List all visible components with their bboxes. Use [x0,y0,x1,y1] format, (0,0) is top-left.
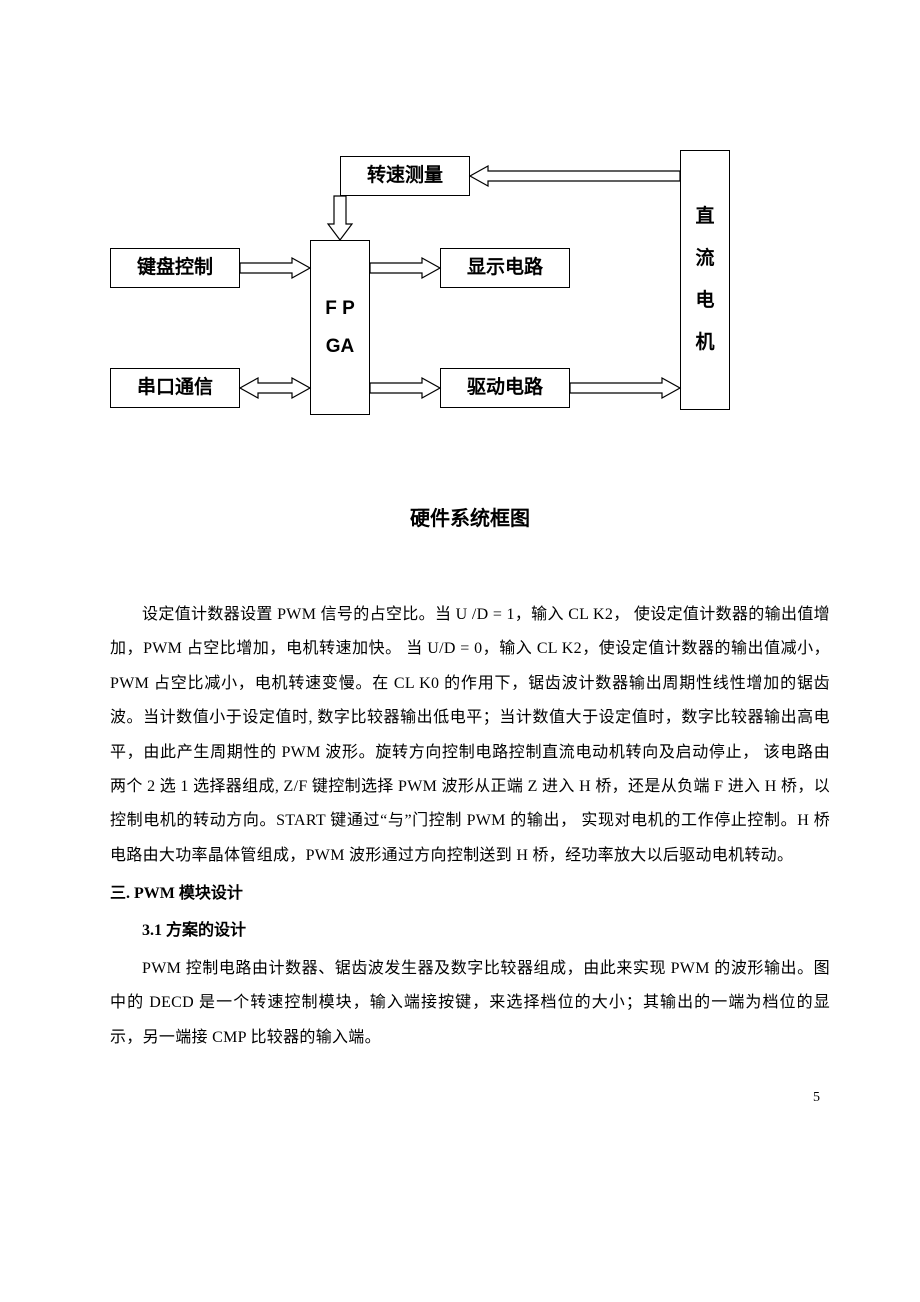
box-dcmotor: 直 流 电 机 [680,150,730,410]
box-dcmotor-l0: 直 [695,196,714,238]
box-dcmotor-l3: 机 [695,322,714,364]
arrow-fpga-to-drive [370,378,440,398]
arrow-speed-to-fpga [328,196,352,240]
hardware-block-diagram: 键盘控制 串口通信 F P GA 转速测量 显示电路 驱动电路 直 流 电 机 [110,120,830,440]
box-keyboard-label: 键盘控制 [137,250,213,286]
arrow-keyboard-to-fpga [240,258,310,278]
box-fpga-label2: GA [326,328,355,366]
box-speed: 转速测量 [340,156,470,196]
box-drive-label: 驱动电路 [467,370,543,406]
box-fpga: F P GA [310,240,370,415]
box-drive: 驱动电路 [440,368,570,408]
box-display-label: 显示电路 [467,250,543,286]
section-3-1-heading: 3.1 方案的设计 [142,916,830,946]
box-serial: 串口通信 [110,368,240,408]
box-dcmotor-l1: 流 [695,238,714,280]
box-dcmotor-l2: 电 [695,280,714,322]
body-paragraph: 设定值计数器设置 PWM 信号的占空比。当 U /D = 1，输入 CL K2，… [110,598,830,873]
box-keyboard: 键盘控制 [110,248,240,288]
arrow-serial-fpga-bidir [240,378,310,398]
arrow-fpga-to-display [370,258,440,278]
box-fpga-label1: F P [325,290,355,328]
box-speed-label: 转速测量 [367,158,443,194]
box-serial-label: 串口通信 [137,370,213,406]
section-3-heading: 三. PWM 模块设计 [110,879,830,909]
arrow-dcmotor-to-speed [470,166,680,186]
box-display: 显示电路 [440,248,570,288]
page-number: 5 [110,1085,820,1112]
section-3-1-paragraph: PWM 控制电路由计数器、锯齿波发生器及数字比较器组成，由此来实现 PWM 的波… [110,952,830,1055]
diagram-caption: 硬件系统框图 [110,500,830,538]
arrow-drive-to-dcmotor [570,378,680,398]
